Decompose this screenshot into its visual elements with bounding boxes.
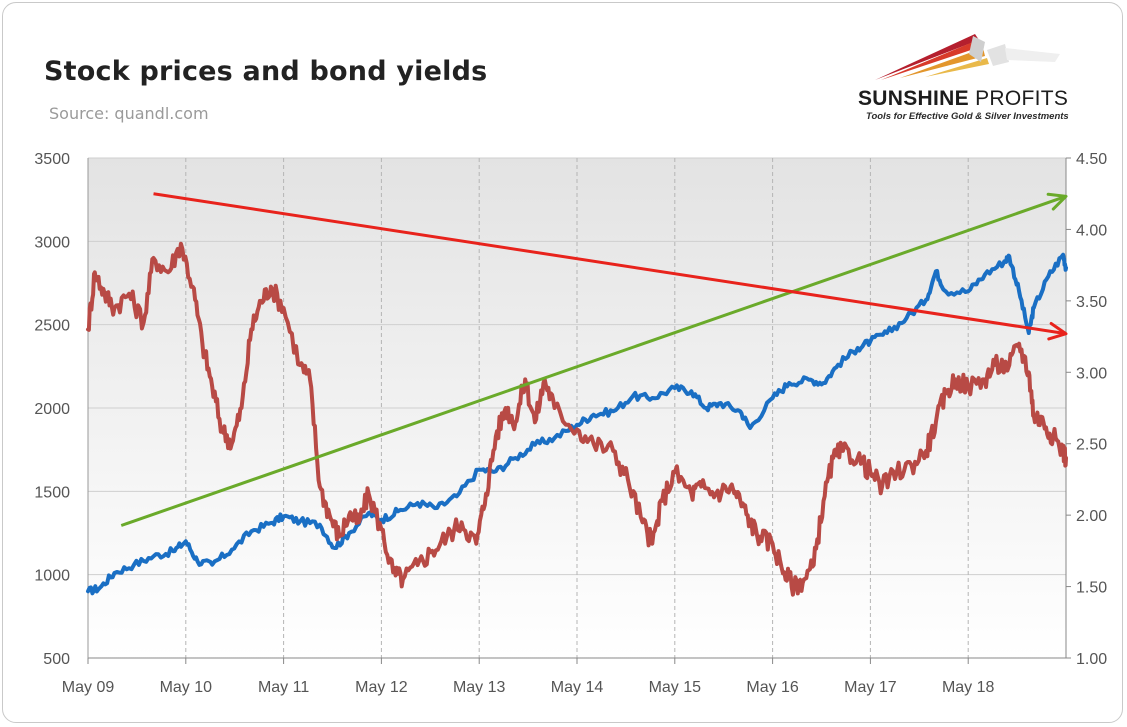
bond-yield-line <box>86 241 1068 597</box>
y-right-tick-label: 3.00 <box>1076 365 1107 382</box>
rising-trend-arrow <box>120 195 1064 527</box>
y-right-tick-label: 1.00 <box>1076 651 1107 668</box>
rising-trend-arrow-head <box>1046 192 1068 211</box>
y-right-tick-label: 1.50 <box>1076 580 1107 597</box>
falling-trend-arrow-head <box>1047 322 1068 341</box>
x-tick-label: May 13 <box>453 679 506 696</box>
y-right-tick-label: 4.50 <box>1076 151 1107 168</box>
logo-brand-light: PROFITS <box>975 87 1069 110</box>
y-left-tick-label: 1000 <box>34 568 70 585</box>
axes <box>87 157 1071 664</box>
y-left-tick-label: 3000 <box>34 234 70 251</box>
x-tick-label: May 14 <box>551 679 604 696</box>
x-tick-label: May 11 <box>258 679 309 696</box>
x-tick-label: May 17 <box>844 679 897 696</box>
y-left-tick-label: 1500 <box>34 484 70 501</box>
y-right-tick-label: 4.00 <box>1076 222 1107 239</box>
x-tick-label: May 09 <box>62 679 115 696</box>
stock-price-line <box>86 252 1068 596</box>
x-tick-label: May 18 <box>942 679 995 696</box>
logo-brand-bold: SUNSHINE <box>858 87 969 110</box>
series-group <box>86 241 1068 597</box>
y-right-tick-label: 3.50 <box>1076 294 1107 311</box>
x-tick-label: May 16 <box>746 679 799 696</box>
trend-arrows <box>120 192 1068 527</box>
x-tick-label: May 12 <box>355 679 408 696</box>
falling-trend-arrow <box>153 192 1064 335</box>
y-right-tick-label: 2.50 <box>1076 437 1107 454</box>
y-left-tick-label: 2000 <box>34 401 70 418</box>
y-left-tick-label: 500 <box>43 651 70 668</box>
logo-tagline: Tools for Effective Gold & Silver Invest… <box>866 111 1069 122</box>
logo-wordmark: SUNSHINE PROFITS <box>858 87 1068 111</box>
sun-rays-logo-icon <box>875 34 1060 80</box>
chart-title: Stock prices and bond yields <box>44 56 488 87</box>
x-tick-label: May 15 <box>649 679 702 696</box>
y-left-tick-label: 3500 <box>34 151 70 168</box>
tick-labels: 500 1000 1500 2000 2500 3000 3500 1.00 1.50 2.00 2… <box>34 151 1107 696</box>
chart-source: Source: quandl.com <box>49 104 209 123</box>
y-right-tick-label: 2.00 <box>1076 508 1107 525</box>
x-tick-label: May 10 <box>160 679 213 696</box>
y-left-tick-label: 2500 <box>34 318 70 335</box>
grid-lines <box>88 157 1066 658</box>
